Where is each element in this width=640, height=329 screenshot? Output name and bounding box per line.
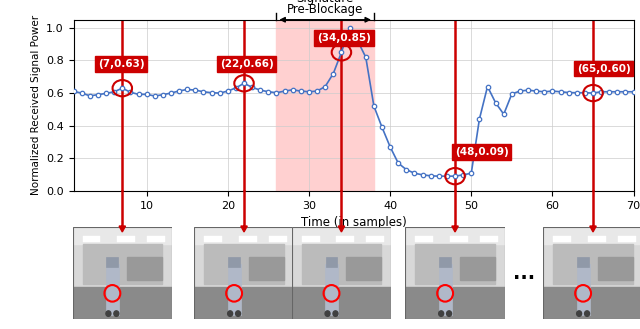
Bar bbox=[73, 227, 172, 287]
Bar bbox=[346, 257, 381, 280]
Y-axis label: Normalized Received Signal Power: Normalized Received Signal Power bbox=[31, 15, 40, 195]
Bar bbox=[460, 257, 495, 280]
Bar bbox=[117, 236, 135, 242]
Text: (34,0.85): (34,0.85) bbox=[317, 33, 371, 43]
Bar bbox=[195, 287, 294, 319]
Text: Signature: Signature bbox=[296, 0, 354, 5]
Bar bbox=[292, 287, 391, 319]
Bar bbox=[577, 257, 589, 266]
Bar bbox=[147, 236, 165, 242]
X-axis label: Time (in samples): Time (in samples) bbox=[301, 216, 406, 229]
Bar bbox=[106, 257, 118, 266]
Bar bbox=[439, 257, 451, 266]
Bar bbox=[326, 257, 337, 266]
Bar bbox=[276, 20, 374, 191]
Bar bbox=[588, 236, 606, 242]
Bar bbox=[337, 236, 355, 242]
Ellipse shape bbox=[325, 311, 330, 316]
Text: (7,0.63): (7,0.63) bbox=[98, 59, 145, 69]
Bar bbox=[292, 227, 391, 243]
Ellipse shape bbox=[333, 311, 338, 316]
Text: (48,0.09): (48,0.09) bbox=[455, 147, 509, 157]
Bar bbox=[83, 243, 162, 284]
Bar bbox=[406, 227, 505, 243]
Bar bbox=[269, 236, 287, 242]
Bar bbox=[239, 236, 257, 242]
Bar bbox=[415, 243, 495, 284]
Ellipse shape bbox=[106, 311, 111, 316]
Bar bbox=[73, 227, 172, 243]
Bar bbox=[406, 227, 505, 287]
Bar bbox=[301, 236, 319, 242]
Bar bbox=[249, 257, 284, 280]
Ellipse shape bbox=[228, 311, 232, 316]
Bar bbox=[366, 236, 384, 242]
Bar bbox=[543, 227, 640, 287]
Ellipse shape bbox=[114, 311, 119, 316]
Bar bbox=[480, 236, 498, 242]
Text: (22,0.66): (22,0.66) bbox=[220, 59, 273, 69]
Bar bbox=[554, 236, 571, 242]
Bar bbox=[554, 243, 633, 284]
Bar bbox=[325, 264, 338, 315]
Bar bbox=[618, 236, 636, 242]
Bar bbox=[228, 257, 240, 266]
Bar bbox=[127, 257, 162, 280]
Bar bbox=[415, 236, 433, 242]
Bar bbox=[204, 236, 222, 242]
Ellipse shape bbox=[438, 311, 444, 316]
Bar bbox=[438, 264, 452, 315]
Bar bbox=[195, 227, 294, 243]
Bar bbox=[228, 264, 241, 315]
Ellipse shape bbox=[577, 311, 582, 316]
Bar bbox=[598, 257, 633, 280]
Text: ...: ... bbox=[513, 264, 535, 283]
Bar bbox=[577, 264, 589, 315]
Bar bbox=[406, 287, 505, 319]
Bar bbox=[73, 287, 172, 319]
Bar bbox=[204, 243, 284, 284]
Bar bbox=[195, 227, 294, 287]
Text: Pre-Blockage: Pre-Blockage bbox=[287, 4, 364, 16]
Bar bbox=[450, 236, 468, 242]
Ellipse shape bbox=[584, 311, 589, 316]
Bar bbox=[543, 287, 640, 319]
Bar bbox=[83, 236, 100, 242]
Ellipse shape bbox=[447, 311, 452, 316]
Ellipse shape bbox=[236, 311, 241, 316]
Bar bbox=[292, 227, 391, 287]
Bar bbox=[301, 243, 381, 284]
Bar bbox=[106, 264, 119, 315]
Text: (65,0.60): (65,0.60) bbox=[577, 64, 630, 74]
Bar bbox=[543, 227, 640, 243]
